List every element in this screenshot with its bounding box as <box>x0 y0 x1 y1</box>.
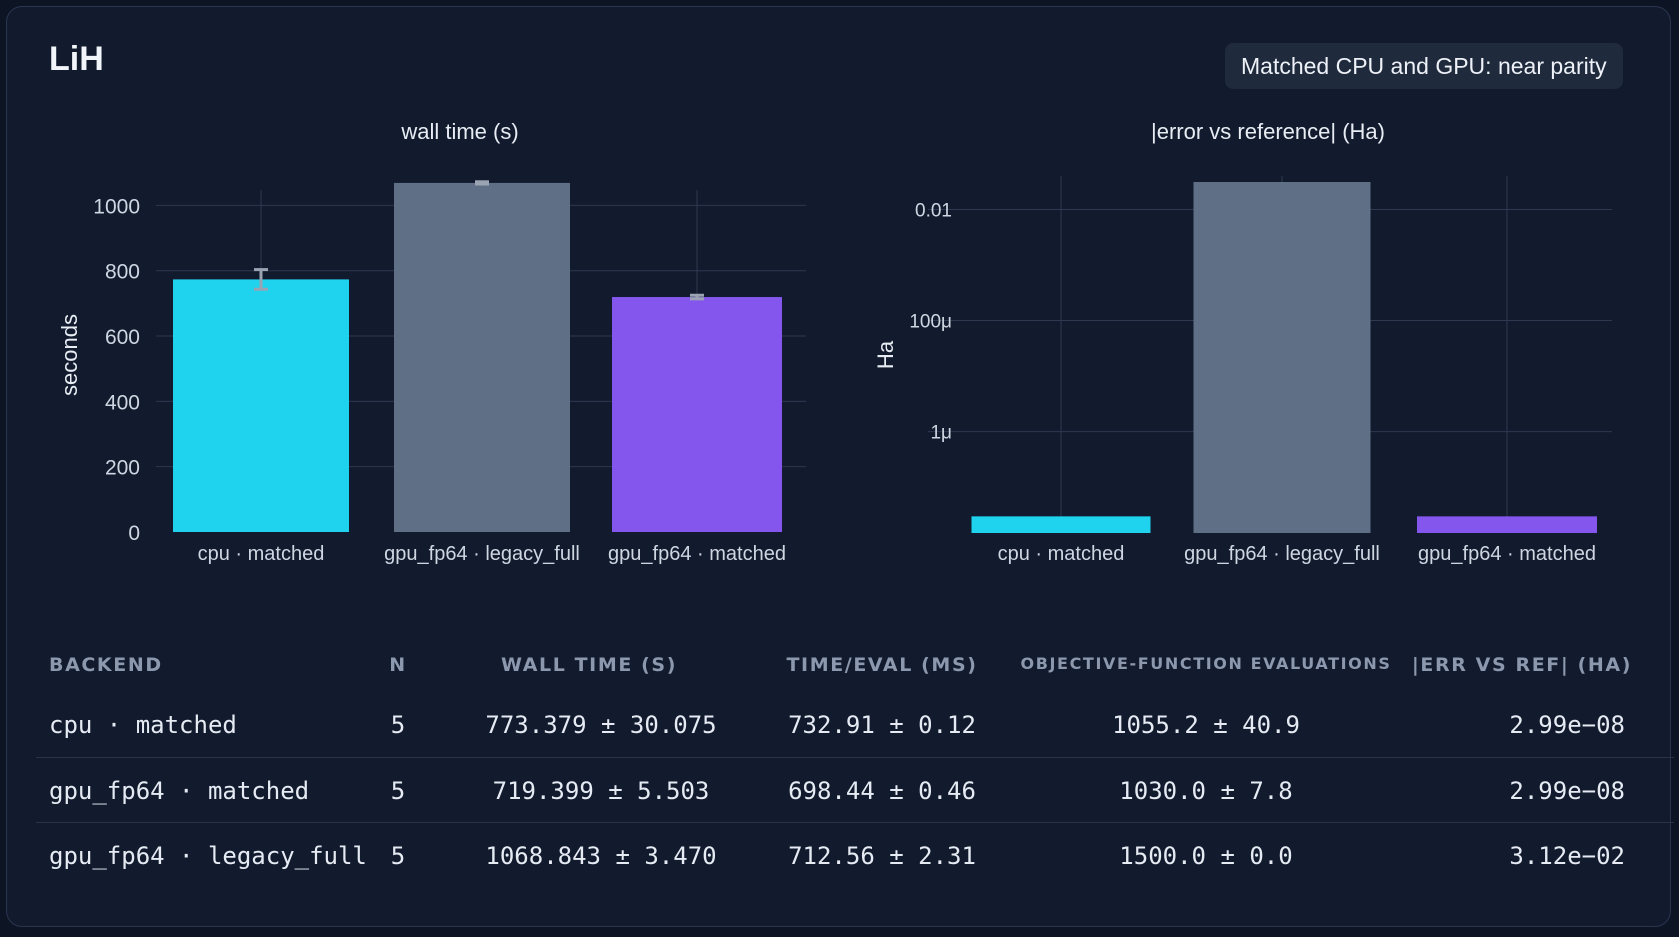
y-tick-label: 800 <box>105 261 140 284</box>
table-header-col-wall-time: WALL TIME (S) <box>500 654 678 676</box>
y-tick-label: 100μ <box>909 312 952 333</box>
x-tick-label: gpu_fp64 · legacy_full <box>1184 543 1380 565</box>
table-cell-time-per-eval: 732.91 ± 0.12 <box>788 711 976 739</box>
table-header-col-n: N <box>389 654 407 676</box>
y-tick-label: 0 <box>128 522 140 545</box>
y-tick-label: 200 <box>105 457 140 480</box>
x-tick-label: gpu_fp64 · matched <box>608 543 786 565</box>
table-divider <box>36 822 1674 823</box>
bar <box>971 516 1151 533</box>
table-cell-backend: gpu_fp64 · legacy_full <box>49 842 367 870</box>
bar <box>1417 516 1597 533</box>
bar <box>1193 181 1371 534</box>
table-cell-wall-time: 773.379 ± 30.075 <box>485 711 717 739</box>
table-cell-evaluations: 1500.0 ± 0.0 <box>1119 842 1293 870</box>
y-tick-label: 1μ <box>930 423 952 444</box>
table-header-col-time-per-eval: TIME/EVAL (MS) <box>786 654 978 676</box>
page-title: LiH <box>49 40 104 78</box>
y-tick-label: 0.01 <box>915 200 952 221</box>
charts-area: 0 200 400 600 800 1000 cpu · matched gpu_fp64 ·… <box>57 119 1612 565</box>
bar <box>173 279 349 532</box>
table-cell-evaluations: 1055.2 ± 40.9 <box>1112 711 1300 739</box>
y-tick-label: 1000 <box>93 195 140 218</box>
chart-title: wall time (s) <box>400 119 518 144</box>
table-cell-error: 2.99e−08 <box>1509 777 1625 805</box>
table-cell-error: 2.99e−08 <box>1509 711 1625 739</box>
table-header-col-evaluations: OBJECTIVE-FUNCTION EVALUATIONS <box>1020 654 1392 673</box>
table-cell-evaluations: 1030.0 ± 7.8 <box>1119 777 1293 805</box>
table-cell-n: 5 <box>390 842 406 870</box>
y-tick-label: 400 <box>105 391 140 414</box>
y-tick-label: 600 <box>105 326 140 349</box>
y-axis-label: seconds <box>57 314 82 396</box>
table-cell-n: 5 <box>390 777 406 805</box>
table-cell-time-per-eval: 712.56 ± 2.31 <box>788 842 976 870</box>
x-tick-label: cpu · matched <box>198 543 325 565</box>
table-cell-wall-time: 1068.843 ± 3.470 <box>485 842 717 870</box>
table-cell-n: 5 <box>390 711 406 739</box>
error-chart: 1μ 100μ 0.01 cpu · matched gpu_fp64 · legacy… <box>873 119 1612 565</box>
table-cell-time-per-eval: 698.44 ± 0.46 <box>788 777 976 805</box>
wall-time-chart: 0 200 400 600 800 1000 cpu · matched gpu_fp64 ·… <box>57 119 806 565</box>
x-tick-label: cpu · matched <box>998 543 1125 565</box>
table-header-col-backend: BACKEND <box>49 654 163 676</box>
y-axis-label: Ha <box>873 340 898 369</box>
table-cell-backend: gpu_fp64 · matched <box>49 777 310 805</box>
table-cell-wall-time: 719.399 ± 5.503 <box>492 777 710 805</box>
x-tick-label: gpu_fp64 · legacy_full <box>384 543 580 565</box>
table-divider <box>36 757 1674 758</box>
bar <box>612 297 782 532</box>
table-cell-backend: cpu · matched <box>49 711 237 739</box>
status-badge: Matched CPU and GPU: near parity <box>1225 43 1623 89</box>
bar <box>394 182 570 533</box>
chart-title: |error vs reference| (Ha) <box>1151 119 1385 144</box>
x-tick-label: gpu_fp64 · matched <box>1418 543 1596 565</box>
table-header-col-error: |ERR VS REF| (HA) <box>1411 654 1632 676</box>
table-cell-error: 3.12e−02 <box>1509 842 1625 870</box>
